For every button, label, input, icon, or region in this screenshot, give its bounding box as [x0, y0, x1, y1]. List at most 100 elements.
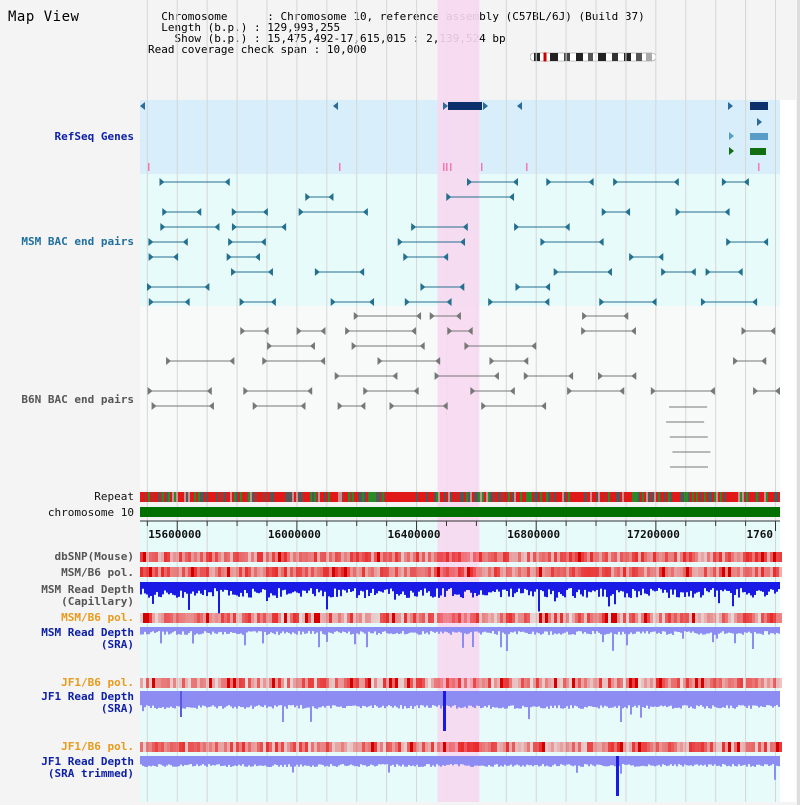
- msm-sra-depth: [456, 627, 458, 633]
- msm-sra-depth: [320, 627, 322, 632]
- dbsnp-heat: [671, 552, 674, 562]
- selected-region-highlight[interactable]: [437, 0, 480, 802]
- repeat-segment: [418, 492, 420, 502]
- jf1-trimmed-depth: [762, 756, 764, 767]
- jf1-trimmed-depth: [638, 756, 640, 767]
- msm-bac-pair-end: [404, 298, 410, 306]
- track-label-chromosome[interactable]: chromosome 10: [47, 506, 134, 519]
- refseq-gene-features[interactable]: [140, 102, 768, 171]
- b6n-bac-pair-end: [411, 327, 417, 335]
- dbsnp-heat: [395, 552, 398, 562]
- jf1-sra-depth: [192, 691, 194, 708]
- jf1-pol2-heat: [431, 742, 434, 752]
- jf1-sra-depth: [630, 691, 632, 715]
- jf1-sra-depth: [560, 691, 562, 709]
- jf1-sra-depth: [422, 691, 424, 706]
- jf1-pol-heat: [692, 678, 695, 688]
- track-label-repeat[interactable]: Repeat: [94, 490, 134, 503]
- jf1-pol2-heat: [251, 742, 254, 752]
- repeat-segment: [622, 492, 624, 502]
- repeat-segment: [320, 492, 322, 502]
- right-margin: [780, 100, 796, 802]
- chromosome-ideogram[interactable]: [530, 52, 656, 62]
- msm-pol2-heat: [146, 613, 149, 623]
- repeat-segment: [758, 492, 760, 502]
- b6n-bac-pair-end: [489, 357, 495, 365]
- jf1-pol-heat: [668, 678, 671, 688]
- msm-capillary-depth: [648, 582, 650, 596]
- repeat-segment: [446, 492, 448, 502]
- msm-pol2-heat: [779, 613, 782, 623]
- b6n-bac-pair-end: [509, 387, 515, 395]
- msm-bac-features[interactable]: [147, 178, 769, 306]
- track-label-jf1-b6-pol-2[interactable]: JF1/B6 pol.: [61, 740, 134, 753]
- jf1-pol-heat: [296, 678, 299, 688]
- jf1-trimmed-depth: [140, 756, 142, 765]
- msm-pol2-heat: [206, 613, 209, 623]
- jf1-pol-heat: [368, 678, 371, 688]
- jf1-pol-heat: [323, 678, 326, 688]
- msm-pol-heat: [230, 567, 233, 577]
- repeat-segment: [714, 492, 716, 502]
- jf1-trimmed-depth: [672, 756, 674, 766]
- track-label-jf1-read-depth-trimmed[interactable]: JF1 Read Depth (SRA trimmed): [41, 755, 134, 780]
- msm-bac-pair-end: [173, 253, 179, 261]
- jf1-pol2-heat: [203, 742, 206, 752]
- track-label-jf1-read-depth-sra[interactable]: JF1 Read Depth (SRA): [41, 690, 134, 715]
- msm-capillary-depth: [756, 582, 758, 591]
- jf1-pol2-heat: [587, 742, 590, 752]
- jf1-pol-heat: [197, 678, 200, 688]
- repeat-segment: [422, 492, 424, 502]
- jf1-pol-heat: [347, 678, 350, 688]
- track-label-msm-bac[interactable]: MSM BAC end pairs: [21, 235, 134, 248]
- jf1-pol2-heat: [485, 742, 488, 752]
- dbsnp-heat: [533, 552, 536, 562]
- length-label: Length (b.p.): [161, 21, 248, 34]
- axis-tick-label: 16400000: [387, 528, 441, 541]
- jf1-trimmed-depth: [512, 756, 514, 767]
- track-label-msm-read-depth-sra[interactable]: MSM Read Depth (SRA): [41, 626, 134, 651]
- jf1-pol-heat: [485, 678, 488, 688]
- jf1-trimmed-depth: [552, 756, 554, 766]
- track-label-dbsnp[interactable]: dbSNP(Mouse): [54, 550, 134, 563]
- repeat-segment: [700, 492, 702, 502]
- msm-sra-depth: [574, 627, 576, 635]
- msm-sra-depth: [178, 627, 180, 635]
- msm-sra-depth: [244, 627, 246, 646]
- track-label-b6n-bac[interactable]: B6N BAC end pairs: [21, 393, 134, 406]
- msm-pol2-heat: [443, 613, 446, 623]
- jf1-pol2-heat: [521, 742, 524, 752]
- jf1-trimmed-depth: [492, 756, 494, 767]
- track-label-msm-b6-pol-2[interactable]: MSM/B6 pol.: [61, 611, 134, 624]
- jf1-trimmed-depth: [414, 756, 416, 767]
- b6n-bac-features[interactable]: [147, 312, 780, 468]
- msm-sra-depth: [414, 627, 416, 633]
- msm-pol2-heat: [590, 613, 593, 623]
- jf1-trimmed-depth: [490, 756, 492, 767]
- repeat-segment: [302, 492, 304, 502]
- msm-capillary-depth: [458, 582, 460, 595]
- msm-bac-pair-end: [148, 253, 154, 261]
- jf1-sra-depth: [154, 691, 156, 708]
- b6n-bac-pair-end: [619, 387, 625, 395]
- jf1-pol2-heat: [617, 742, 620, 752]
- dbsnp-heat: [512, 552, 515, 562]
- track-label-refseq[interactable]: RefSeq Genes: [54, 130, 134, 143]
- jf1-sra-depth: [638, 691, 640, 706]
- b6n-bac-pair-end: [581, 327, 587, 335]
- jf1-pol2-heat: [362, 742, 365, 752]
- track-label-msm-read-depth-capillary[interactable]: MSM Read Depth (Capillary): [41, 583, 134, 608]
- jf1-sra-depth: [732, 691, 734, 708]
- jf1-sra-depth: [322, 691, 324, 707]
- track-label-msm-b6-pol-1[interactable]: MSM/B6 pol.: [61, 566, 134, 579]
- repeat-segment: [264, 492, 266, 502]
- track-label-jf1-b6-pol-1[interactable]: JF1/B6 pol.: [61, 676, 134, 689]
- msm-capillary-depth: [346, 582, 348, 593]
- msm-pol2-heat: [551, 613, 554, 623]
- jf1-pol-heat: [263, 678, 266, 688]
- msm-pol2-heat: [407, 613, 410, 623]
- jf1-sra-depth: [568, 691, 570, 709]
- repeat-track: [140, 492, 780, 502]
- jf1-pol-heat: [158, 678, 161, 688]
